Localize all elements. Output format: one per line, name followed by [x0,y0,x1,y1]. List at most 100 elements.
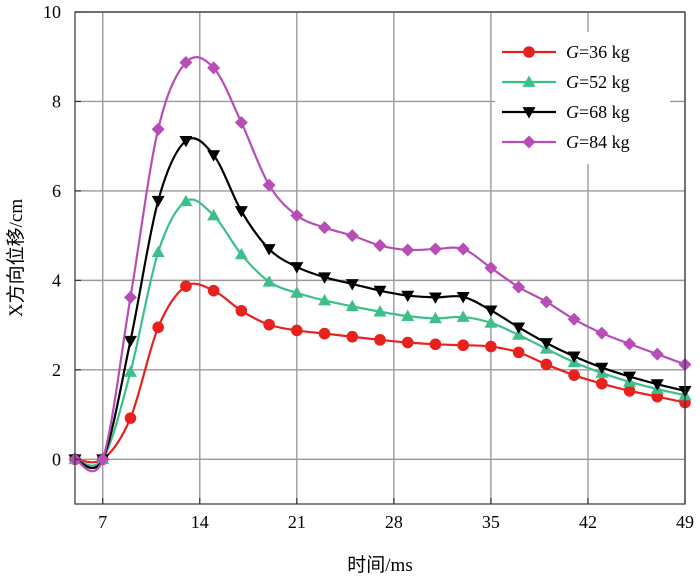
data-point [484,305,498,317]
series-1 [69,280,691,466]
data-point [262,178,276,192]
data-point [373,305,387,317]
x-tick-label: 49 [676,512,694,532]
data-point [540,358,553,371]
data-point [262,275,276,287]
data-point [539,338,553,350]
data-point [291,324,303,337]
data-point [374,334,386,346]
data-point [595,326,609,340]
data-point [207,284,220,297]
data-point [428,311,442,324]
y-tick-label: 0 [52,449,61,469]
data-point [623,371,637,384]
legend-label-value: =52 kg [579,72,630,92]
data-point [401,290,415,303]
data-point [401,336,414,349]
series-3 [68,135,692,470]
data-point [345,229,359,243]
x-tick-label: 14 [191,512,209,532]
x-tick-label: 35 [482,512,500,532]
data-point [512,322,526,334]
data-point [596,377,608,390]
data-point [567,351,581,363]
data-point [456,292,470,304]
data-point [623,385,636,397]
data-point [152,321,164,334]
data-point [346,330,359,343]
legend: G=36 kgG=52 kgG=68 kgG=84 kg [495,32,670,164]
x-tick-label: 28 [385,512,403,532]
legend-label: G=36 kg [566,42,630,62]
y-tick-label: 2 [52,360,61,380]
series-layer [68,56,692,473]
legend-label: G=68 kg [566,102,630,122]
data-point [179,135,193,148]
y-tick-label: 8 [52,91,61,111]
data-point [263,318,275,331]
legend-label-symbol: G [566,42,579,62]
data-point [595,362,609,375]
x-tick-label: 21 [288,512,306,532]
data-point [124,412,137,424]
ticks: 7 14 21 28 35 42 49 0 2 4 6 8 10 [43,2,694,532]
legend-label-symbol: G [566,102,579,122]
series-4 [68,56,692,473]
data-point [456,310,470,322]
data-point [290,209,304,223]
data-point [318,327,331,340]
data-point [123,290,137,304]
plot-frame [74,11,686,505]
data-point [456,242,470,256]
grid [75,11,686,504]
y-tick-label: 6 [52,181,61,201]
data-point [235,304,248,317]
data-point [290,286,304,298]
data-point [234,115,248,129]
data-point [151,245,165,258]
data-point [539,295,553,309]
data-point [457,339,469,352]
data-point [345,299,359,312]
data-point [429,338,442,351]
data-point [123,365,137,377]
data-point [401,309,415,322]
legend-label: G=84 kg [566,132,630,152]
data-point [207,150,221,162]
legend-marker [522,75,536,87]
data-point [568,369,580,381]
data-point [484,261,498,275]
data-point [401,243,415,257]
legend-marker [522,135,536,149]
y-tick-label: 10 [43,2,61,22]
data-point [123,335,137,348]
data-point [373,238,387,252]
data-point [179,194,193,207]
data-point [512,328,526,340]
data-point [650,379,664,391]
data-point [428,292,442,304]
data-point [512,280,526,294]
data-point [96,452,110,466]
data-point [262,244,276,256]
data-point [428,242,442,256]
data-point [373,285,387,298]
data-point [567,312,581,326]
data-point [151,122,165,136]
data-point [318,272,332,284]
data-point [485,340,497,353]
data-point [207,61,221,75]
y-axis-label: X方向位移/cm [5,199,27,317]
data-point [234,206,248,218]
legend-label: G=52 kg [566,72,630,92]
data-point [290,262,304,274]
legend-marker [522,107,536,119]
legend-marker [523,46,535,58]
data-point [151,195,165,208]
legend-label-value: =84 kg [579,132,630,152]
y-tick-label: 4 [52,270,61,290]
x-tick-label: 42 [579,512,597,532]
data-point [180,280,192,292]
data-point [318,293,332,306]
